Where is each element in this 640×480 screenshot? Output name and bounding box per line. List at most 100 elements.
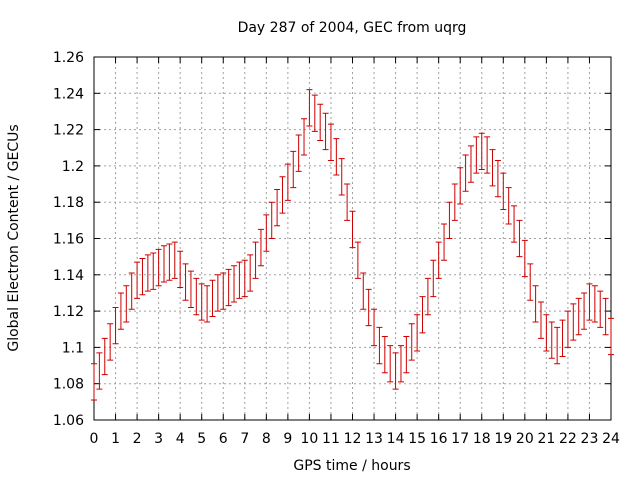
error-bar-point (241, 259, 248, 298)
error-bar-point (414, 314, 421, 352)
y-tick-label: 1.14 (53, 268, 84, 284)
error-bar-point (381, 336, 388, 374)
error-bar-point (166, 243, 173, 281)
error-bar-point (392, 352, 399, 390)
error-bar-point (333, 138, 340, 176)
x-tick-label: 20 (516, 431, 534, 447)
error-bar-point (473, 136, 480, 174)
error-bar-point (511, 205, 518, 243)
error-bar-point (570, 303, 577, 341)
y-tick-label: 1.22 (53, 123, 84, 139)
error-bar-point (451, 183, 458, 221)
error-bar-point (204, 285, 211, 323)
y-tick-label: 1.26 (53, 50, 84, 66)
x-tick-label: 4 (176, 431, 185, 447)
x-axis-label: GPS time / hours (293, 458, 410, 474)
error-bar-point (144, 254, 151, 292)
error-bar-point (543, 314, 550, 352)
error-bar-point (537, 301, 544, 339)
error-bar-point (371, 308, 378, 347)
x-tick-label: 15 (408, 431, 426, 447)
error-bar-point (403, 336, 410, 374)
error-bar-point (365, 288, 372, 327)
error-bar-point (128, 272, 135, 310)
error-bar-point (527, 263, 534, 301)
error-bar-point (263, 214, 270, 252)
x-tick-label: 21 (537, 431, 555, 447)
error-bar-point (274, 188, 281, 227)
error-bar-point (602, 297, 609, 336)
x-tick-label: 23 (581, 431, 599, 447)
error-bar-point (554, 326, 561, 365)
x-tick-label: 5 (197, 431, 206, 447)
error-bar-point (548, 321, 555, 359)
error-bar-point (311, 94, 318, 132)
error-bar-point (301, 118, 308, 156)
error-bar-point (193, 277, 200, 316)
error-bar-point (327, 123, 334, 161)
error-bar-point (322, 112, 329, 151)
x-tick-label: 18 (473, 431, 491, 447)
error-bar-point (182, 263, 189, 301)
x-tick-label: 24 (602, 431, 620, 447)
error-bar-point (161, 245, 168, 283)
error-bar-point (484, 136, 491, 174)
error-bar-point (96, 352, 103, 390)
x-tick-label: 11 (322, 431, 340, 447)
x-tick-label: 7 (240, 431, 249, 447)
x-tick-label: 6 (219, 431, 228, 447)
x-tick-label: 17 (451, 431, 469, 447)
error-bar-point (532, 285, 539, 323)
error-bar-point (112, 306, 119, 345)
x-tick-label: 14 (387, 431, 405, 447)
error-bar-point (91, 363, 97, 401)
x-tick-label: 13 (365, 431, 383, 447)
error-bar-point (139, 257, 146, 296)
error-bar-point (597, 290, 604, 328)
error-bar-point (134, 261, 141, 299)
y-tick-label: 1.18 (53, 195, 84, 211)
error-bar-point (171, 241, 178, 279)
x-tick-label: 22 (559, 431, 577, 447)
error-bar-point (177, 250, 184, 289)
y-axis-ticks: 1.06 1.08 1.1 1.12 1.14 1.16 1.18 1.2 1.22 1.24 1.… (53, 50, 611, 429)
error-bar-point (591, 285, 598, 323)
x-tick-label: 2 (133, 431, 142, 447)
error-bar-point (247, 254, 254, 292)
y-tick-label: 1.1 (62, 340, 84, 356)
error-bar-point (441, 223, 448, 261)
error-bar-point (500, 172, 507, 210)
error-bar-point (349, 210, 356, 249)
error-bar-point (462, 154, 469, 192)
error-bar-point (354, 241, 361, 279)
y-axis-label: Global Electron Content / GECUs (6, 124, 22, 351)
error-bar-point (220, 272, 227, 310)
x-tick-label: 10 (301, 431, 319, 447)
error-bar-point (494, 159, 501, 198)
y-tick-label: 1.06 (53, 413, 84, 429)
error-bar-point (306, 89, 313, 127)
y-tick-label: 1.16 (53, 232, 84, 248)
error-bar-point (290, 150, 297, 189)
error-bar-point (559, 319, 566, 357)
error-bar-point (564, 310, 571, 348)
error-bar-point (521, 239, 528, 278)
error-bar-point (446, 201, 453, 239)
error-bar-point (117, 292, 124, 330)
y-tick-label: 1.12 (53, 304, 84, 320)
x-tick-label: 1 (111, 431, 120, 447)
error-bar-point (268, 201, 275, 239)
error-bar-point (214, 274, 221, 312)
error-bar-point (236, 261, 243, 299)
error-bar-point (430, 259, 437, 298)
y-tick-label: 1.2 (62, 159, 84, 175)
error-bar-point (187, 270, 194, 308)
chart-title: Day 287 of 2004, GEC from uqrg (238, 20, 467, 36)
error-bar-point (424, 277, 431, 316)
x-tick-label: 9 (283, 431, 292, 447)
error-bar-point (209, 279, 216, 318)
series-0 (91, 89, 614, 401)
error-bar-point (317, 103, 324, 141)
error-bar-point (408, 323, 415, 361)
